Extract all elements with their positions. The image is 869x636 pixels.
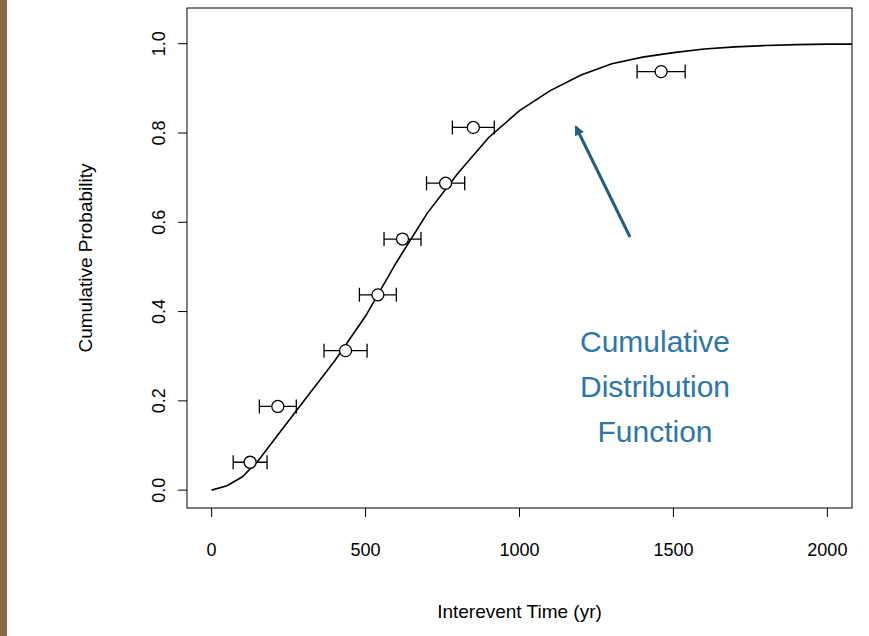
y-axis-title: Cumulative Probability xyxy=(75,163,96,353)
error-bar xyxy=(359,288,396,302)
error-bar xyxy=(637,65,685,79)
y-tick xyxy=(178,490,187,491)
data-point xyxy=(655,66,667,78)
plot-frame xyxy=(187,8,852,508)
x-tick-label: 500 xyxy=(351,540,381,560)
error-bar xyxy=(233,455,267,469)
data-point xyxy=(372,289,384,301)
x-tick xyxy=(673,508,674,517)
x-axis-title: Interevent Time (yr) xyxy=(437,601,602,622)
chart: 0 500 1000 1500 2000 0.0 0.2 0.4 0.6 0.8 1.0 Intere… xyxy=(0,0,869,636)
x-tick xyxy=(827,508,828,517)
annotation-line: Cumulative xyxy=(580,325,730,358)
error-bar xyxy=(259,399,296,413)
y-tick xyxy=(178,311,187,312)
data-point xyxy=(244,456,256,468)
background xyxy=(0,0,869,636)
data-point xyxy=(397,233,409,245)
x-tick-label: 0 xyxy=(207,540,217,560)
data-point xyxy=(340,345,352,357)
data-point xyxy=(467,121,479,133)
plot-area xyxy=(212,44,852,490)
y-tick-label: 0.4 xyxy=(149,299,169,324)
x-tick xyxy=(365,508,366,517)
y-tick-label: 1.0 xyxy=(149,31,169,56)
y-tick xyxy=(178,133,187,134)
annotation: Cumulative Distribution Function xyxy=(580,325,730,448)
error-bar xyxy=(324,344,367,358)
y-tick-label: 0.8 xyxy=(149,120,169,145)
annotation-line: Distribution xyxy=(580,370,730,403)
y-tick-label: 0.2 xyxy=(149,388,169,413)
x-tick-label: 2000 xyxy=(807,540,847,560)
error-bar xyxy=(384,232,421,246)
data-point xyxy=(440,177,452,189)
data-point xyxy=(272,400,284,412)
annotation-arrow xyxy=(576,127,630,237)
cdf-line xyxy=(212,44,852,490)
photo-edge xyxy=(0,0,7,636)
y-tick xyxy=(178,43,187,44)
annotation-line: Function xyxy=(597,415,712,448)
y-tick xyxy=(178,222,187,223)
error-bar xyxy=(452,120,494,134)
x-tick-label: 1000 xyxy=(499,540,539,560)
x-tick xyxy=(211,508,212,517)
x-tick-label: 1500 xyxy=(653,540,693,560)
y-tick-label: 0.0 xyxy=(149,478,169,503)
y-tick-label: 0.6 xyxy=(149,210,169,235)
y-tick xyxy=(178,400,187,401)
x-tick xyxy=(519,508,520,517)
error-bar xyxy=(427,176,465,190)
